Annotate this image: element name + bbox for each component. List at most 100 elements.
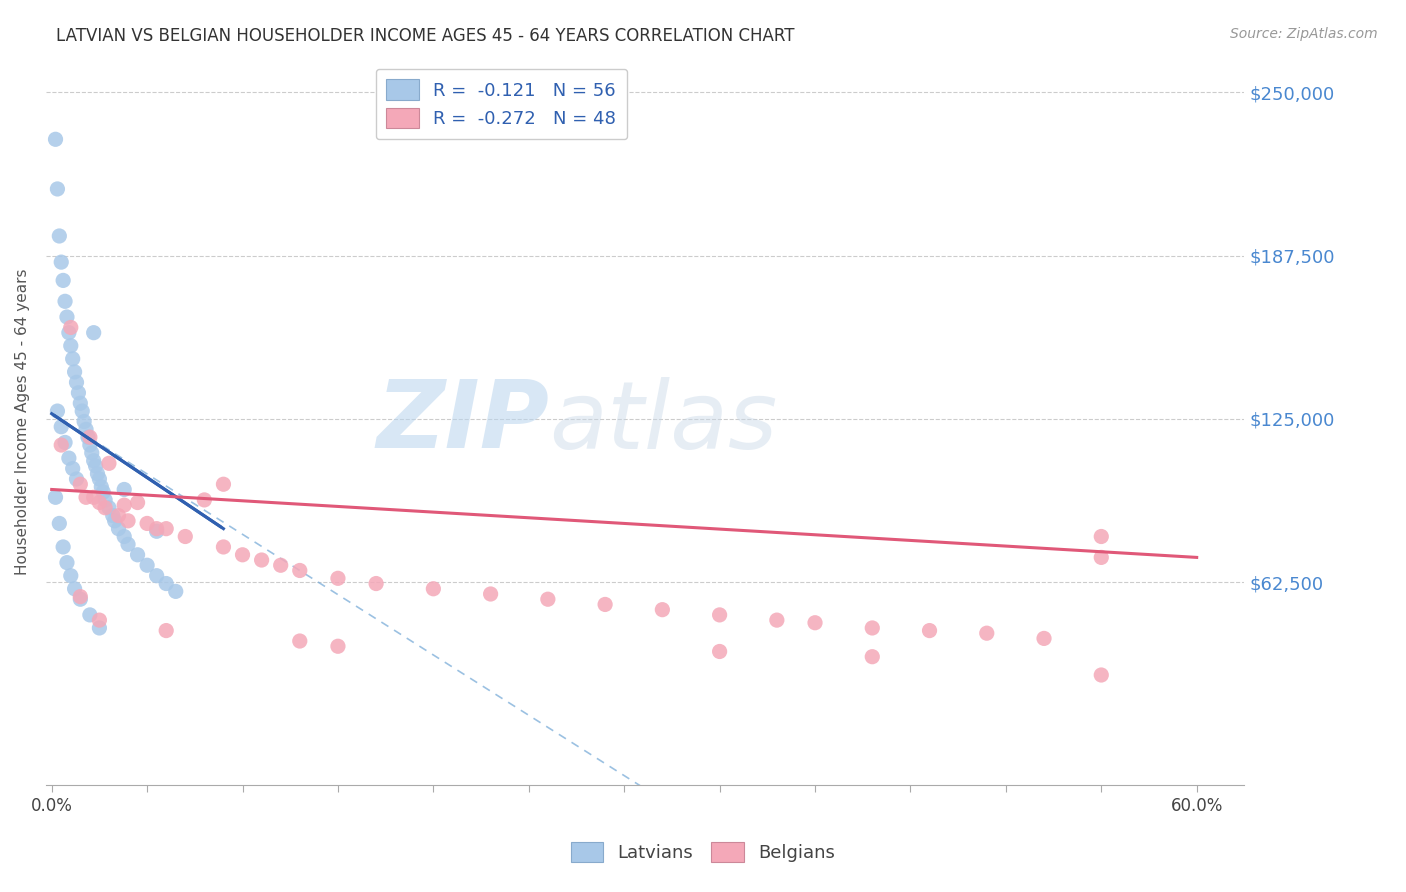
- Text: LATVIAN VS BELGIAN HOUSEHOLDER INCOME AGES 45 - 64 YEARS CORRELATION CHART: LATVIAN VS BELGIAN HOUSEHOLDER INCOME AG…: [56, 27, 794, 45]
- Point: [860, 621, 883, 635]
- Legend: R =  -0.121   N = 56, R =  -0.272   N = 48: R = -0.121 N = 56, R = -0.272 N = 48: [375, 69, 627, 139]
- Point: [1090, 668, 1112, 682]
- Point: [231, 548, 253, 562]
- Point: [155, 522, 177, 536]
- Point: [58, 451, 80, 466]
- Point: [1090, 529, 1112, 543]
- Point: [479, 587, 502, 601]
- Point: [107, 508, 129, 523]
- Point: [537, 592, 560, 607]
- Legend: Latvians, Belgians: Latvians, Belgians: [564, 834, 842, 870]
- Point: [69, 477, 91, 491]
- Point: [73, 415, 96, 429]
- Point: [104, 514, 127, 528]
- Point: [89, 495, 111, 509]
- Point: [288, 564, 311, 578]
- Point: [193, 492, 215, 507]
- Point: [155, 624, 177, 638]
- Point: [165, 584, 187, 599]
- Point: [89, 472, 111, 486]
- Point: [366, 576, 388, 591]
- Point: [44, 132, 66, 146]
- Point: [75, 491, 97, 505]
- Point: [145, 524, 167, 539]
- Point: [117, 514, 139, 528]
- Point: [52, 540, 75, 554]
- Point: [860, 649, 883, 664]
- Point: [1090, 550, 1112, 565]
- Point: [70, 404, 93, 418]
- Point: [117, 537, 139, 551]
- Point: [65, 472, 87, 486]
- Point: [84, 458, 107, 473]
- Point: [766, 613, 789, 627]
- Point: [75, 422, 97, 436]
- Point: [145, 522, 167, 536]
- Point: [59, 568, 82, 582]
- Point: [250, 553, 273, 567]
- Point: [97, 500, 120, 515]
- Point: [77, 430, 100, 444]
- Point: [174, 529, 197, 543]
- Point: [651, 602, 673, 616]
- Point: [80, 446, 103, 460]
- Point: [101, 508, 124, 523]
- Point: [52, 273, 75, 287]
- Point: [918, 624, 941, 638]
- Point: [53, 294, 76, 309]
- Point: [97, 456, 120, 470]
- Point: [212, 540, 235, 554]
- Point: [65, 376, 87, 390]
- Y-axis label: Householder Income Ages 45 - 64 years: Householder Income Ages 45 - 64 years: [15, 268, 30, 575]
- Point: [67, 385, 90, 400]
- Point: [46, 404, 69, 418]
- Point: [51, 438, 73, 452]
- Text: ZIP: ZIP: [377, 376, 550, 468]
- Point: [53, 435, 76, 450]
- Point: [79, 607, 101, 622]
- Point: [69, 590, 91, 604]
- Point: [79, 430, 101, 444]
- Point: [91, 485, 114, 500]
- Point: [127, 548, 149, 562]
- Point: [90, 480, 112, 494]
- Point: [112, 483, 135, 497]
- Point: [56, 310, 79, 324]
- Point: [46, 182, 69, 196]
- Text: atlas: atlas: [550, 376, 778, 467]
- Point: [94, 500, 117, 515]
- Point: [48, 229, 70, 244]
- Point: [89, 613, 111, 627]
- Point: [86, 467, 108, 481]
- Point: [127, 495, 149, 509]
- Point: [709, 607, 731, 622]
- Point: [83, 454, 105, 468]
- Point: [48, 516, 70, 531]
- Point: [136, 516, 159, 531]
- Point: [62, 461, 84, 475]
- Point: [58, 326, 80, 340]
- Point: [83, 491, 105, 505]
- Point: [51, 419, 73, 434]
- Point: [59, 339, 82, 353]
- Point: [155, 576, 177, 591]
- Point: [56, 556, 79, 570]
- Point: [709, 644, 731, 658]
- Point: [69, 592, 91, 607]
- Point: [44, 491, 66, 505]
- Point: [1033, 632, 1056, 646]
- Point: [804, 615, 827, 630]
- Point: [63, 365, 86, 379]
- Text: Source: ZipAtlas.com: Source: ZipAtlas.com: [1230, 27, 1378, 41]
- Point: [976, 626, 998, 640]
- Point: [112, 529, 135, 543]
- Point: [63, 582, 86, 596]
- Point: [59, 320, 82, 334]
- Point: [62, 351, 84, 366]
- Point: [145, 568, 167, 582]
- Point: [136, 558, 159, 573]
- Point: [69, 396, 91, 410]
- Point: [89, 621, 111, 635]
- Point: [107, 522, 129, 536]
- Point: [326, 640, 349, 654]
